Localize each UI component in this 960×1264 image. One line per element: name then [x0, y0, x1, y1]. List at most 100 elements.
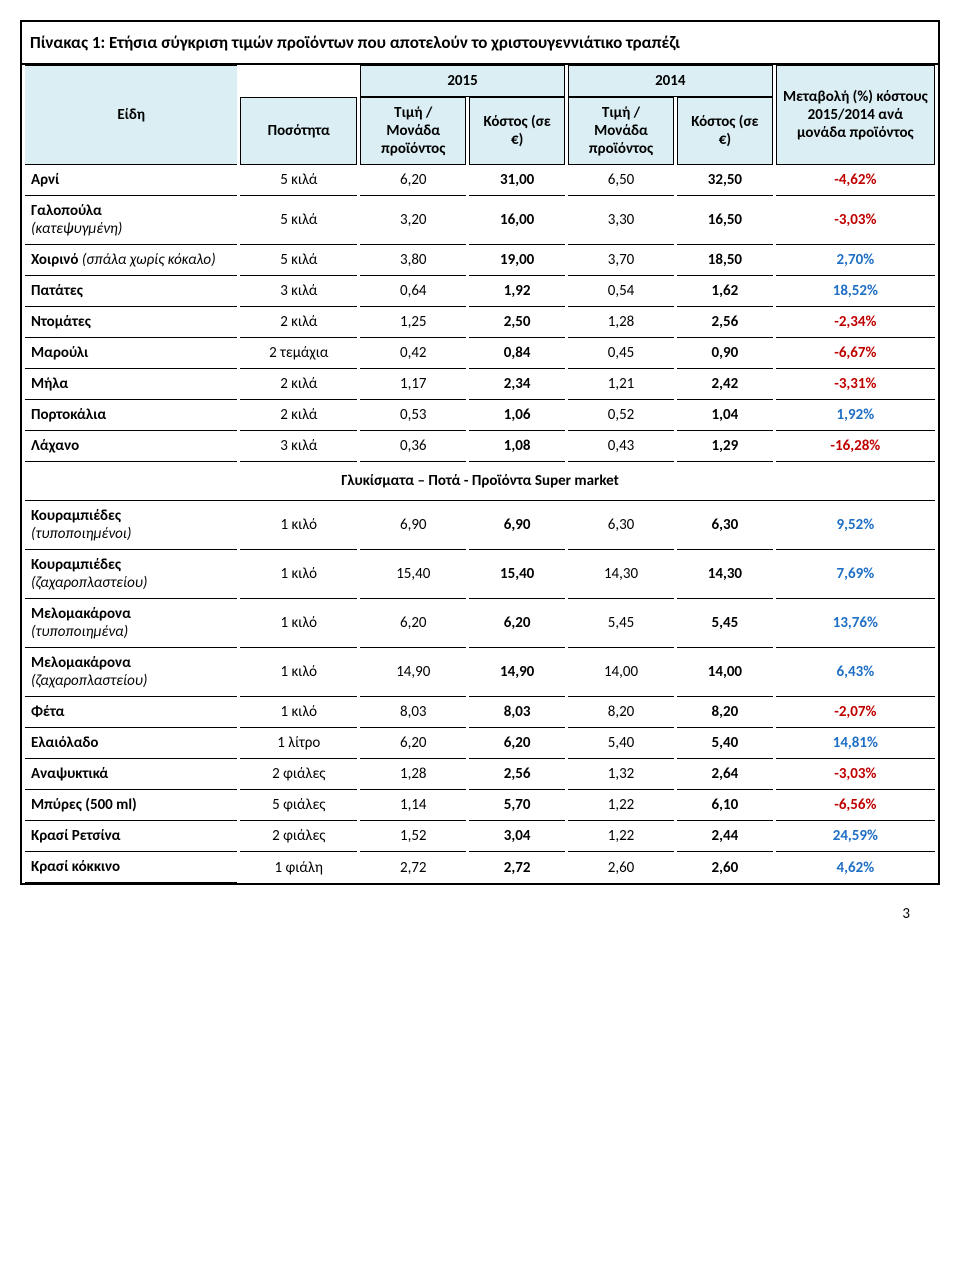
cell-cost-2015: 2,72 [469, 852, 565, 883]
cell-cost-2014: 32,50 [677, 165, 773, 196]
cell-price-2014: 3,30 [568, 196, 674, 245]
cell-qty: 2 φιάλες [240, 759, 357, 790]
cell-price-2014: 14,30 [568, 550, 674, 599]
cell-price-2015: 1,17 [360, 369, 466, 400]
section-divider: Γλυκίσματα – Ποτά - Προϊόντα Super marke… [25, 462, 935, 501]
page-number: 3 [20, 885, 940, 923]
cell-change: 14,81% [776, 728, 935, 759]
cell-cost-2014: 5,40 [677, 728, 773, 759]
cell-change: 9,52% [776, 501, 935, 550]
cell-cost-2015: 6,20 [469, 599, 565, 648]
cell-price-2014: 14,00 [568, 648, 674, 697]
table-body-section1: Αρνί5 κιλά6,2031,006,5032,50-4,62%Γαλοπο… [25, 165, 935, 462]
cell-qty: 2 κιλά [240, 400, 357, 431]
cell-cost-2015: 1,92 [469, 276, 565, 307]
cell-price-2015: 6,20 [360, 165, 466, 196]
cell-price-2015: 14,90 [360, 648, 466, 697]
table-row: Κουραμπιέδες(τυποποιημένοι)1 κιλό6,906,9… [25, 501, 935, 550]
cell-price-2014: 6,50 [568, 165, 674, 196]
cell-price-2014: 5,40 [568, 728, 674, 759]
cell-label: Μήλα [25, 369, 237, 400]
cell-price-2015: 3,80 [360, 245, 466, 276]
price-comparison-table: Πίνακας 1: Ετήσια σύγκριση τιμών προϊόντ… [20, 20, 940, 885]
cell-change: 4,62% [776, 852, 935, 883]
hdr-change: Μεταβολή (%) κόστους 2015/2014 ανά μονάδ… [776, 65, 935, 165]
cell-label: Φέτα [25, 697, 237, 728]
cell-cost-2015: 3,04 [469, 821, 565, 852]
table-title: Πίνακας 1: Ετήσια σύγκριση τιμών προϊόντ… [22, 22, 938, 65]
table-row: Χοιρινό (σπάλα χωρίς κόκαλο)5 κιλά3,8019… [25, 245, 935, 276]
table-row: Κουραμπιέδες(ζαχαροπλαστείου)1 κιλό15,40… [25, 550, 935, 599]
table-row: Ελαιόλαδο1 λίτρο6,206,205,405,4014,81% [25, 728, 935, 759]
table-row: Αρνί5 κιλά6,2031,006,5032,50-4,62% [25, 165, 935, 196]
cell-label: Αναψυκτικά [25, 759, 237, 790]
cell-label: Λάχανο [25, 431, 237, 462]
table-row: Μελομακάρονα(τυποποιημένα)1 κιλό6,206,20… [25, 599, 935, 648]
cell-qty: 1 κιλό [240, 697, 357, 728]
cell-price-2014: 0,52 [568, 400, 674, 431]
cell-price-2014: 0,43 [568, 431, 674, 462]
cell-label: Κουραμπιέδες(τυποποιημένοι) [25, 501, 237, 550]
cell-price-2014: 1,21 [568, 369, 674, 400]
cell-cost-2014: 0,90 [677, 338, 773, 369]
cell-cost-2014: 1,04 [677, 400, 773, 431]
hdr-blank [240, 65, 357, 97]
cell-price-2015: 6,90 [360, 501, 466, 550]
cell-price-2015: 3,20 [360, 196, 466, 245]
cell-cost-2014: 6,30 [677, 501, 773, 550]
cell-change: -4,62% [776, 165, 935, 196]
cell-change: -2,07% [776, 697, 935, 728]
cell-label: Αρνί [25, 165, 237, 196]
hdr-items: Είδη [25, 65, 237, 165]
cell-change: -16,28% [776, 431, 935, 462]
cell-qty: 3 κιλά [240, 431, 357, 462]
cell-qty: 1 κιλό [240, 501, 357, 550]
cell-qty: 2 τεμάχια [240, 338, 357, 369]
table-body-section2: Κουραμπιέδες(τυποποιημένοι)1 κιλό6,906,9… [25, 501, 935, 883]
table-row: Μαρούλι2 τεμάχια0,420,840,450,90-6,67% [25, 338, 935, 369]
cell-qty: 5 φιάλες [240, 790, 357, 821]
cell-label: Μαρούλι [25, 338, 237, 369]
cell-change: 6,43% [776, 648, 935, 697]
cell-change: 2,70% [776, 245, 935, 276]
cell-cost-2014: 14,30 [677, 550, 773, 599]
cell-cost-2014: 2,56 [677, 307, 773, 338]
cell-label: Χοιρινό (σπάλα χωρίς κόκαλο) [25, 245, 237, 276]
cell-label: Κρασί κόκκινο [25, 852, 237, 883]
cell-cost-2014: 16,50 [677, 196, 773, 245]
cell-qty: 5 κιλά [240, 165, 357, 196]
cell-price-2014: 5,45 [568, 599, 674, 648]
cell-price-2015: 6,20 [360, 728, 466, 759]
cell-price-2015: 8,03 [360, 697, 466, 728]
cell-price-2015: 0,36 [360, 431, 466, 462]
cell-price-2014: 1,22 [568, 821, 674, 852]
cell-price-2015: 6,20 [360, 599, 466, 648]
cell-cost-2015: 16,00 [469, 196, 565, 245]
cell-cost-2015: 8,03 [469, 697, 565, 728]
cell-price-2014: 1,32 [568, 759, 674, 790]
cell-cost-2015: 6,20 [469, 728, 565, 759]
cell-cost-2014: 2,42 [677, 369, 773, 400]
cell-cost-2015: 15,40 [469, 550, 565, 599]
cell-change: -3,03% [776, 759, 935, 790]
cell-price-2014: 3,70 [568, 245, 674, 276]
hdr-price-2014: Τιμή / Μονάδα προϊόντος [568, 97, 674, 165]
cell-qty: 1 φιάλη [240, 852, 357, 883]
table-row: Φέτα1 κιλό8,038,038,208,20-2,07% [25, 697, 935, 728]
cell-label: Μπύρες (500 ml) [25, 790, 237, 821]
cell-change: 7,69% [776, 550, 935, 599]
cell-price-2015: 0,53 [360, 400, 466, 431]
cell-label: Ντομάτες [25, 307, 237, 338]
hdr-cost-2014: Κόστος (σε €) [677, 97, 773, 165]
cell-price-2014: 8,20 [568, 697, 674, 728]
cell-qty: 2 φιάλες [240, 821, 357, 852]
cell-price-2014: 1,28 [568, 307, 674, 338]
cell-cost-2015: 6,90 [469, 501, 565, 550]
cell-price-2014: 0,45 [568, 338, 674, 369]
cell-qty: 1 κιλό [240, 550, 357, 599]
cell-cost-2015: 19,00 [469, 245, 565, 276]
cell-label: Γαλοπούλα(κατεψυγμένη) [25, 196, 237, 245]
cell-cost-2015: 5,70 [469, 790, 565, 821]
cell-qty: 2 κιλά [240, 307, 357, 338]
cell-price-2015: 1,25 [360, 307, 466, 338]
